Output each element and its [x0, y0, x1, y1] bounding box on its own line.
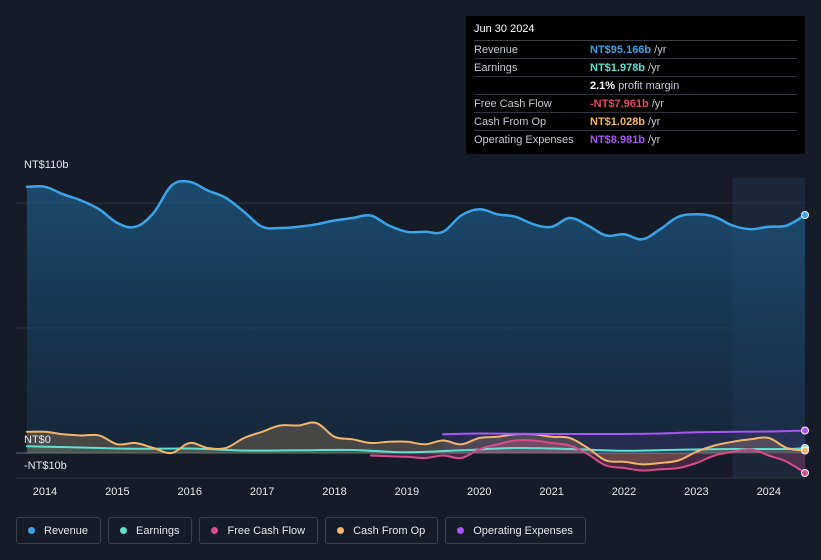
legend: Revenue Earnings Free Cash Flow Cash From O… [16, 517, 586, 544]
y-tick-label: NT$0 [24, 434, 51, 446]
tooltip-row: Operating Expenses NT$8.981b/yr [474, 131, 797, 148]
tooltip-row-value: NT$1.028b [590, 115, 646, 128]
x-tick-label: 2016 [177, 486, 201, 498]
y-tick-label: NT$110b [24, 159, 68, 171]
tooltip-row-value: NT$1.978b [590, 61, 646, 74]
tooltip-row-unit: /yr [648, 115, 661, 128]
legend-label: Earnings [136, 524, 180, 537]
legend-dot-icon [120, 527, 128, 534]
legend-dot-icon [211, 527, 219, 534]
x-tick-label: 2023 [684, 486, 708, 498]
cash-from-op-end-marker [801, 446, 809, 455]
x-tick-label: 2017 [250, 486, 274, 498]
legend-item-cash-from-op[interactable]: Cash From Op [325, 517, 439, 544]
y-tick-label: -NT$10b [24, 460, 67, 472]
tooltip-row-label: Cash From Op [474, 115, 547, 128]
tooltip-row-label: Revenue [474, 43, 519, 56]
tooltip-panel: Jun 30 2024 Revenue NT$95.166b/yr Earnings… [466, 16, 805, 154]
revenue-end-marker [801, 211, 809, 219]
legend-dot-icon [28, 527, 35, 534]
free-cash-flow-line [369, 439, 806, 474]
tooltip-row-value: NT$95.166b [590, 43, 652, 56]
legend-item-revenue[interactable]: Revenue [16, 517, 102, 544]
tooltip-date: Jun 30 2024 [474, 23, 797, 41]
revenue-area [26, 181, 805, 453]
x-tick-label: 2018 [322, 486, 346, 498]
legend-label: Operating Expenses [473, 524, 573, 537]
tooltip-row: Free Cash Flow -NT$7.961b/yr [474, 95, 797, 113]
tooltip-row: Cash From Op NT$1.028b/yr [474, 113, 797, 131]
x-tick-label: 2021 [539, 486, 563, 498]
tooltip-row-value: -NT$7.961b [590, 97, 649, 110]
tooltip-row-value: 2.1% [590, 79, 616, 92]
tooltip-row-value: NT$8.981b [590, 133, 646, 146]
legend-dot-icon [337, 527, 345, 534]
tooltip-row: Earnings NT$1.978b/yr [474, 59, 797, 77]
free-cash-flow-end-marker [801, 469, 809, 477]
legend-label: Free Cash Flow [227, 524, 306, 537]
tooltip-row-label: Free Cash Flow [474, 97, 552, 110]
tooltip-row-unit: /yr [648, 61, 661, 74]
tooltip-row: Revenue NT$95.166b/yr [474, 41, 797, 59]
x-tick-label: 2022 [612, 486, 636, 498]
tooltip-row-unit: /yr [654, 43, 667, 56]
tooltip-row-unit: profit margin [618, 79, 680, 92]
legend-dot-icon [457, 527, 465, 534]
cash-from-op-line [25, 421, 806, 466]
legend-item-operating-expenses[interactable]: Operating Expenses [445, 517, 586, 544]
operating-expenses-end-marker [801, 426, 809, 435]
legend-label: Revenue [44, 524, 89, 537]
operating-expenses-line [442, 429, 806, 436]
x-tick-label: 2019 [395, 486, 419, 498]
legend-item-earnings[interactable]: Earnings [108, 517, 193, 544]
tooltip-row-label: Earnings [474, 61, 518, 74]
revenue-line [25, 179, 807, 241]
x-tick-label: 2014 [33, 486, 57, 498]
legend-item-free-cash-flow[interactable]: Free Cash Flow [199, 517, 319, 544]
tooltip-row-unit: /yr [651, 97, 664, 110]
free-cash-flow-area [370, 440, 805, 473]
x-tick-label: 2015 [105, 486, 129, 498]
x-tick-label: 2020 [467, 486, 491, 498]
x-tick-label: 2024 [757, 486, 781, 498]
legend-label: Cash From Op [353, 524, 426, 537]
tooltip-row: 2.1% profit margin [474, 77, 797, 95]
tooltip-row-label: Operating Expenses [474, 133, 574, 146]
tooltip-row-unit: /yr [648, 133, 661, 146]
